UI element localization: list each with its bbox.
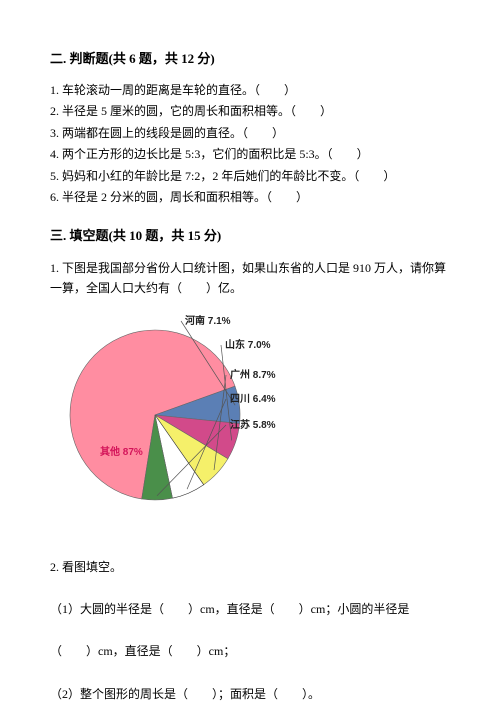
svg-text:江苏 5.8%: 江苏 5.8%: [230, 418, 276, 431]
fill-q2-sub1: （1）大圆的半径是（ ）cm，直径是（ ）cm；小圆的半径是: [50, 599, 450, 619]
fill-q2-title: 2. 看图填空。: [50, 557, 450, 577]
judgment-questions: 1. 车轮滚动一周的距离是车轮的直径。（ ） 2. 半径是 5 厘米的圆，它的周…: [50, 80, 450, 207]
fill-q1-intro: 1. 下图是我国部分省份人口统计图，如果山东省的人口是 910 万人，请你算一算…: [50, 258, 450, 299]
fill-q2-sub1b: （ ）cm，直径是（ ）cm；: [50, 641, 450, 661]
section-2-title: 二. 判断题(共 6 题，共 12 分): [50, 48, 450, 70]
pie-chart-container: 其他 87% 河南 7.1% 山东 7.0% 广州 8.7% 四川 6.4% 江苏 5.8…: [60, 310, 450, 526]
section-3-title: 三. 填空题(共 10 题，共 15 分): [50, 225, 450, 247]
svg-text:山东 7.0%: 山东 7.0%: [225, 338, 271, 351]
judgment-q2: 2. 半径是 5 厘米的圆，它的周长和面积相等。（ ）: [50, 101, 450, 121]
svg-text:河南 7.1%: 河南 7.1%: [185, 314, 231, 327]
population-pie-chart: 其他 87% 河南 7.1% 山东 7.0% 广州 8.7% 四川 6.4% 江苏 5.8…: [60, 310, 320, 520]
svg-text:广州 8.7%: 广州 8.7%: [230, 368, 276, 381]
judgment-q3: 3. 两端都在圆上的线段是圆的直径。（ ）: [50, 123, 450, 143]
svg-text:四川 6.4%: 四川 6.4%: [230, 393, 276, 405]
judgment-q1: 1. 车轮滚动一周的距离是车轮的直径。（ ）: [50, 80, 450, 100]
judgment-q5: 5. 妈妈和小红的年龄比是 7:2，2 年后她们的年龄比不变。（ ）: [50, 166, 450, 186]
judgment-q4: 4. 两个正方形的边长比是 5:3，它们的面积比是 5:3。（ ）: [50, 144, 450, 164]
fill-q2-sub2: （2）整个图形的周长是（ ）；面积是（ ）。: [50, 684, 450, 704]
judgment-q6: 6. 半径是 2 分米的圆，周长和面积相等。（ ）: [50, 187, 450, 207]
svg-text:其他 87%: 其他 87%: [100, 445, 143, 458]
